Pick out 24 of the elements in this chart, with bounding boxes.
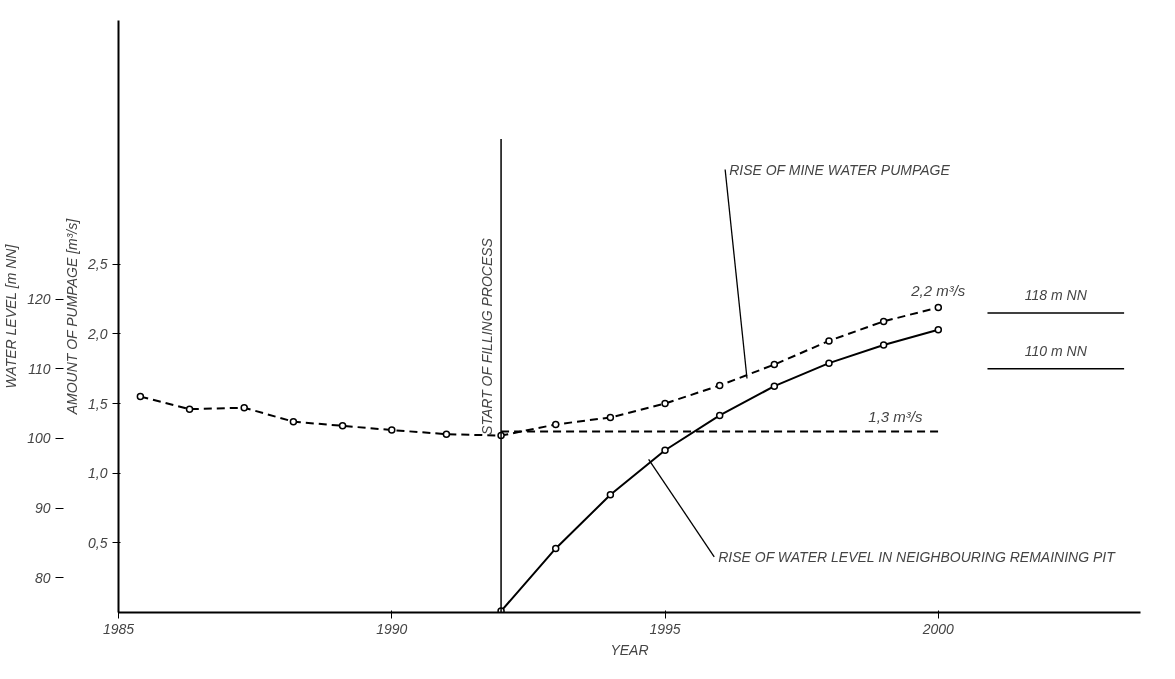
ref-line-label: 1,3 m³/s [868,408,923,426]
y-axis-title: WATER LEVEL [m NN] [3,243,20,389]
x-tick-label: 1985 [102,620,135,637]
y2-tick-label: 1,5 [88,395,108,412]
y-tick-label: 100 [27,430,51,447]
x-axis-title: YEAR [610,641,649,658]
annotation: 2,2 m³/s [910,282,966,300]
y2-tick-label: 2,0 [87,325,108,342]
x-tick-label: 1995 [649,620,681,637]
y2-tick-label: 0,5 [88,534,108,551]
ref-line-label: START OF FILLING PROCESS [479,237,496,435]
annotation: RISE OF MINE WATER PUMPAGE [729,161,951,178]
ref-line-label: 110 m NN [1024,342,1088,359]
x-tick-label: 2000 [921,620,955,637]
x-tick-label: 1990 [376,620,408,637]
y-tick-label: 120 [27,291,51,308]
y2-tick-label: 2,5 [87,256,108,273]
y2-tick-label: 1,0 [88,465,108,482]
annotation: RISE OF WATER LEVEL IN NEIGHBOURING REMAINING PIT [718,548,1117,565]
y-tick-label: 90 [34,500,51,517]
ref-line-label: 118 m NN [1024,287,1088,304]
y2-axis-title: AMOUNT OF PUMPAGE [m³/s] [64,217,81,416]
y-tick-label: 110 [28,360,51,377]
y-tick-label: 80 [34,569,51,586]
